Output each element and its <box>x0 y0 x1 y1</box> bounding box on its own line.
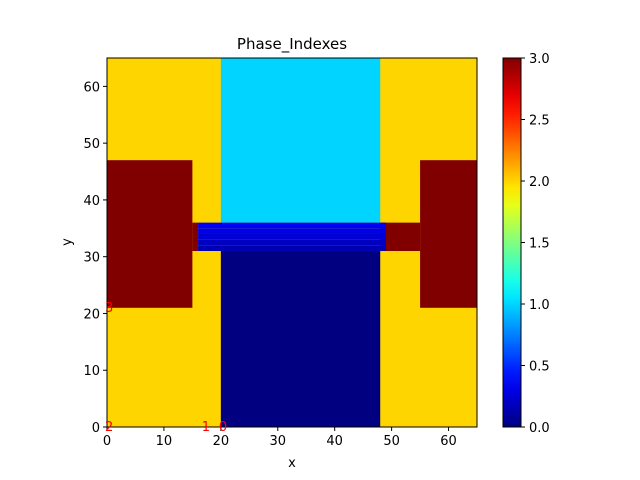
y-tick-label: 40 <box>83 194 100 209</box>
colorbar-gradient <box>502 57 522 428</box>
colorbar-tick-label: 1.5 <box>529 237 550 252</box>
x-tick-label: 40 <box>326 434 343 449</box>
colorbar-tick-label: 0.0 <box>529 421 550 436</box>
heatmap-region-5 <box>220 58 381 223</box>
colorbar-tick-label: 2.5 <box>529 114 550 129</box>
heatmap-region-2 <box>420 160 477 308</box>
y-tick-label: 0 <box>92 421 100 436</box>
annotation-label: 2 <box>105 420 113 435</box>
heatmap-region-3 <box>192 222 199 252</box>
y-axis-label: y <box>60 238 75 246</box>
chart-title: Phase_Indexes <box>237 35 347 54</box>
heatmap-cells <box>107 58 477 427</box>
x-tick-label: 30 <box>269 434 286 449</box>
heatmap-region-1 <box>107 160 193 308</box>
y-tick-label: 50 <box>83 137 100 152</box>
heatmap-region-7 <box>198 245 386 252</box>
annotation-label: 3 <box>105 301 113 316</box>
colorbar-tick-label: 0.5 <box>529 360 550 375</box>
heatmap-region-4 <box>380 222 421 252</box>
heatmap-region-10 <box>198 228 386 234</box>
colorbar-tick-label: 1.0 <box>529 298 550 313</box>
colorbar-tick-label: 2.0 <box>529 175 550 190</box>
y-tick-label: 10 <box>83 364 100 379</box>
y-tick-label: 20 <box>83 307 100 322</box>
heatmap-region-6 <box>220 251 381 427</box>
annotations: 3 2 1 0 <box>105 301 227 435</box>
heatmap-region-8 <box>198 239 386 246</box>
x-tick-label: 50 <box>383 434 400 449</box>
plot-frame <box>106 57 478 428</box>
y-tick-label: 30 <box>83 251 100 266</box>
x-tick-label: 60 <box>440 434 457 449</box>
y-tick-label: 60 <box>83 80 100 95</box>
colorbar: 0.0 0.5 1.0 1.5 2.0 2.5 3.0 <box>502 52 550 436</box>
x-tick-label: 20 <box>213 434 230 449</box>
annotation-label: 1 <box>202 420 210 435</box>
colorbar-tick-label: 3.0 <box>529 52 550 67</box>
x-tick-label: 0 <box>103 434 111 449</box>
annotation-label: 0 <box>219 420 227 435</box>
y-axis-ticks: 0 10 20 30 40 50 60 <box>83 80 107 436</box>
x-tick-label: 10 <box>156 434 173 449</box>
x-axis-ticks: 0 10 20 30 40 50 60 <box>103 427 457 449</box>
x-axis-label: x <box>288 456 296 471</box>
heatmap-region-9 <box>198 233 386 240</box>
heatmap-region-11 <box>198 222 386 229</box>
